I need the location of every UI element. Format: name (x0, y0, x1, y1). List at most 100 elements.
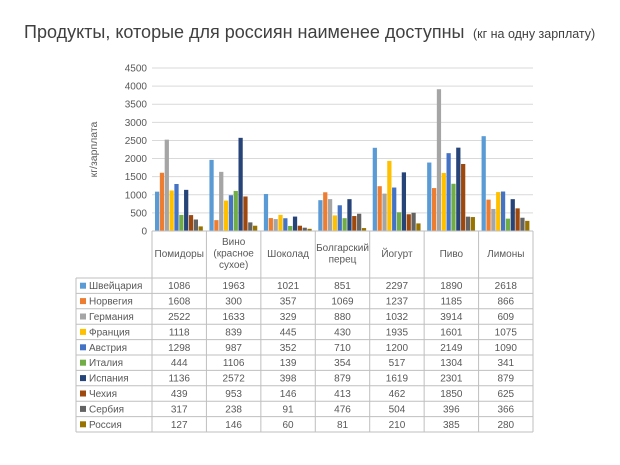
bar (441, 173, 446, 231)
legend-swatch (80, 359, 86, 366)
y-tick-label: 2000 (125, 154, 148, 165)
bar (327, 199, 333, 231)
bar (268, 218, 273, 231)
y-tick-label: 4500 (125, 64, 148, 75)
table-cell-value: 317 (171, 404, 188, 415)
bar (500, 191, 506, 231)
bar (337, 205, 342, 231)
table-cell-value: 341 (497, 358, 514, 369)
table-cell-value: 398 (280, 374, 297, 385)
table-cell-value: 880 (334, 312, 351, 323)
legend-label: Россия (89, 420, 122, 431)
chart-title-main: Продукты, которые для россиян наименее д… (24, 22, 465, 42)
legend-label: Чехия (89, 389, 117, 400)
table-cell-value: 1136 (168, 374, 190, 385)
bar (209, 159, 214, 231)
y-tick-label: 4000 (125, 82, 148, 93)
y-tick-label: 1500 (125, 172, 148, 183)
bar (431, 188, 437, 231)
table-cell-value: 851 (334, 281, 351, 292)
bar (248, 222, 253, 231)
y-tick-label: 500 (130, 208, 147, 219)
table-cell-value: 1890 (440, 281, 463, 292)
table-cell-value: 609 (497, 312, 514, 323)
bar (496, 192, 501, 231)
bar (263, 194, 269, 231)
bar (352, 216, 357, 231)
table-cell-value: 1185 (441, 297, 463, 308)
table-cell-value: 2522 (168, 312, 191, 323)
table-cell-value: 60 (283, 420, 295, 431)
bar (179, 214, 184, 231)
table-cell-value: 354 (334, 358, 351, 369)
legend-label: Норвегия (89, 297, 133, 308)
bar (188, 215, 194, 231)
category-label: Шоколад (267, 249, 309, 260)
table-cell-value: 329 (280, 312, 297, 323)
table-cell-value: 1075 (495, 327, 518, 338)
bar (446, 153, 451, 231)
bar (411, 212, 416, 231)
bar (505, 218, 511, 231)
bar (233, 190, 238, 231)
bar (525, 220, 530, 231)
bar (510, 199, 515, 231)
table-cell-value: 1090 (495, 343, 518, 354)
category-label: сухое) (219, 260, 248, 271)
bar (318, 200, 323, 231)
table-cell-value: 413 (334, 389, 351, 400)
bar (451, 183, 456, 231)
bar (382, 193, 387, 231)
table-cell-value: 91 (283, 404, 295, 415)
bar (416, 223, 421, 231)
bar (406, 214, 411, 231)
table-cell-value: 396 (443, 404, 460, 415)
bar (342, 218, 347, 231)
table-cell-value: 1237 (386, 297, 409, 308)
legend-swatch (80, 328, 86, 335)
table-cell-value: 625 (497, 389, 514, 400)
legend-swatch (80, 421, 86, 428)
table-cell-value: 1601 (440, 327, 463, 338)
bar (491, 208, 496, 231)
legend-label: Австрия (89, 343, 127, 354)
bar (357, 213, 362, 231)
category-label: Лимоны (487, 249, 524, 260)
bar (436, 89, 442, 231)
table-cell-value: 1935 (386, 327, 409, 338)
bar (283, 218, 288, 231)
legend-swatch (80, 282, 86, 289)
chart-title: Продукты, которые для россиян наименее д… (24, 22, 595, 43)
bar (372, 147, 377, 231)
legend-label: Швейцария (89, 281, 142, 292)
bar (332, 215, 338, 231)
table-cell-value: 300 (225, 297, 242, 308)
table-cell-value: 1200 (386, 343, 409, 354)
bar (278, 214, 283, 231)
bar (228, 195, 234, 231)
bar (214, 220, 219, 231)
table-cell-value: 430 (334, 327, 351, 338)
table-cell-value: 2301 (440, 374, 463, 385)
bar (273, 219, 278, 231)
bar (387, 160, 392, 231)
y-tick-label: 3500 (125, 100, 148, 111)
y-tick-label: 2500 (125, 136, 148, 147)
bar (193, 219, 198, 231)
legend-label: Германия (89, 312, 134, 323)
legend-label: Франция (89, 327, 130, 338)
y-tick-label: 3000 (125, 118, 148, 129)
bar (219, 171, 224, 231)
legend-swatch (80, 390, 86, 397)
table-cell-value: 1850 (440, 389, 463, 400)
bar (392, 187, 397, 231)
table-cell-value: 710 (334, 343, 351, 354)
table-cell-value: 987 (225, 343, 242, 354)
bar (347, 199, 352, 231)
y-tick-label: 1000 (125, 190, 148, 201)
category-label: Помидоры (155, 249, 204, 260)
bar (427, 162, 432, 231)
legend-swatch (80, 313, 86, 320)
table-cell-value: 352 (280, 343, 297, 354)
bar (292, 216, 298, 231)
